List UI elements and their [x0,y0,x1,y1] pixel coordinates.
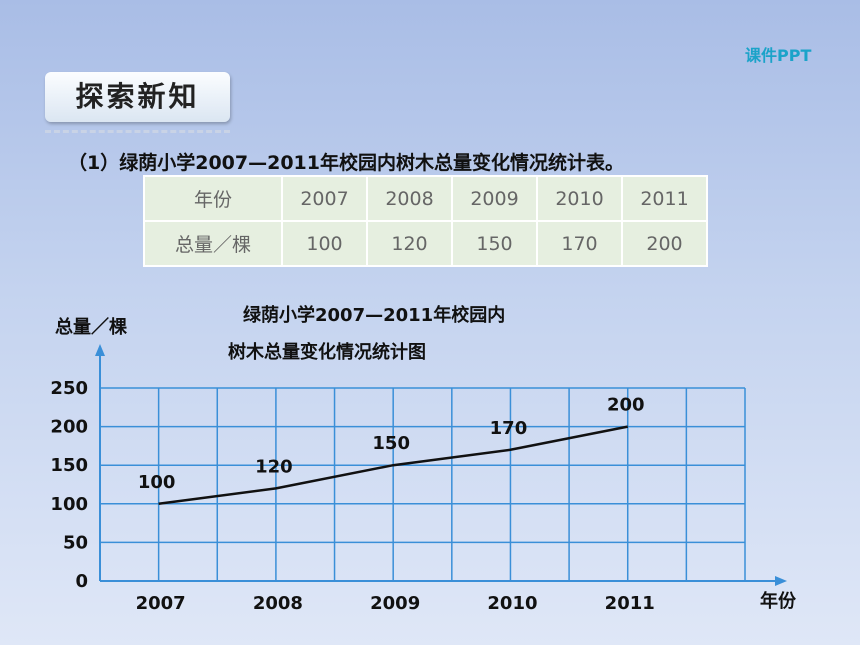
heading: （1）绿荫小学2007—2011年校园内树木总量变化情况统计表。 [68,152,624,174]
y-tick-label: 200 [50,417,88,438]
table-cell: 170 [536,220,623,267]
table-cell: 总量／棵 [143,220,283,267]
table-cell: 200 [621,220,708,267]
y-tick-label: 150 [50,455,88,476]
table-cell: 年份 [143,175,283,222]
table-cell: 120 [366,220,453,267]
y-tick-label: 100 [50,494,88,515]
y-tick-label: 50 [63,532,88,553]
x-tick-label: 2009 [370,593,420,614]
table-cell: 100 [281,220,368,267]
y-arrow [95,344,105,356]
data-line [158,425,628,506]
table-cell: 2008 [366,175,453,222]
brand: 课件PPT [745,46,812,65]
x-tick-label: 2008 [253,593,303,614]
y-tick-label: 0 [75,571,88,592]
x-tick-label: 2011 [605,593,655,614]
table-row: 总量／棵 100 120 150 170 200 [143,220,708,267]
x-tick-label: 2010 [487,593,537,614]
data-label: 170 [490,418,528,439]
data-table: 年份 2007 2008 2009 2010 2011 总量／棵 100 120 150 170 20… [143,175,708,267]
table-cell: 2007 [281,175,368,222]
chart-title: 树木总量变化情况统计图 [228,341,426,363]
chart-title: 绿荫小学2007—2011年校园内 [243,304,505,326]
x-axis-label: 年份 [760,590,797,612]
x-tick-label: 2007 [136,593,186,614]
table-cell: 2009 [451,175,538,222]
data-label: 150 [372,433,410,454]
divider [45,130,230,133]
data-label: 200 [607,395,645,416]
table-cell: 2011 [621,175,708,222]
section-badge: 探索新知 [45,72,230,122]
table-cell: 150 [451,220,538,267]
data-label: 120 [255,456,293,477]
data-label: 100 [138,472,176,493]
y-tick-label: 250 [50,378,88,399]
x-arrow [775,576,787,586]
y-axis-label: 总量／棵 [55,316,127,338]
table-cell: 2010 [536,175,623,222]
table-row: 年份 2007 2008 2009 2010 2011 [143,175,708,222]
